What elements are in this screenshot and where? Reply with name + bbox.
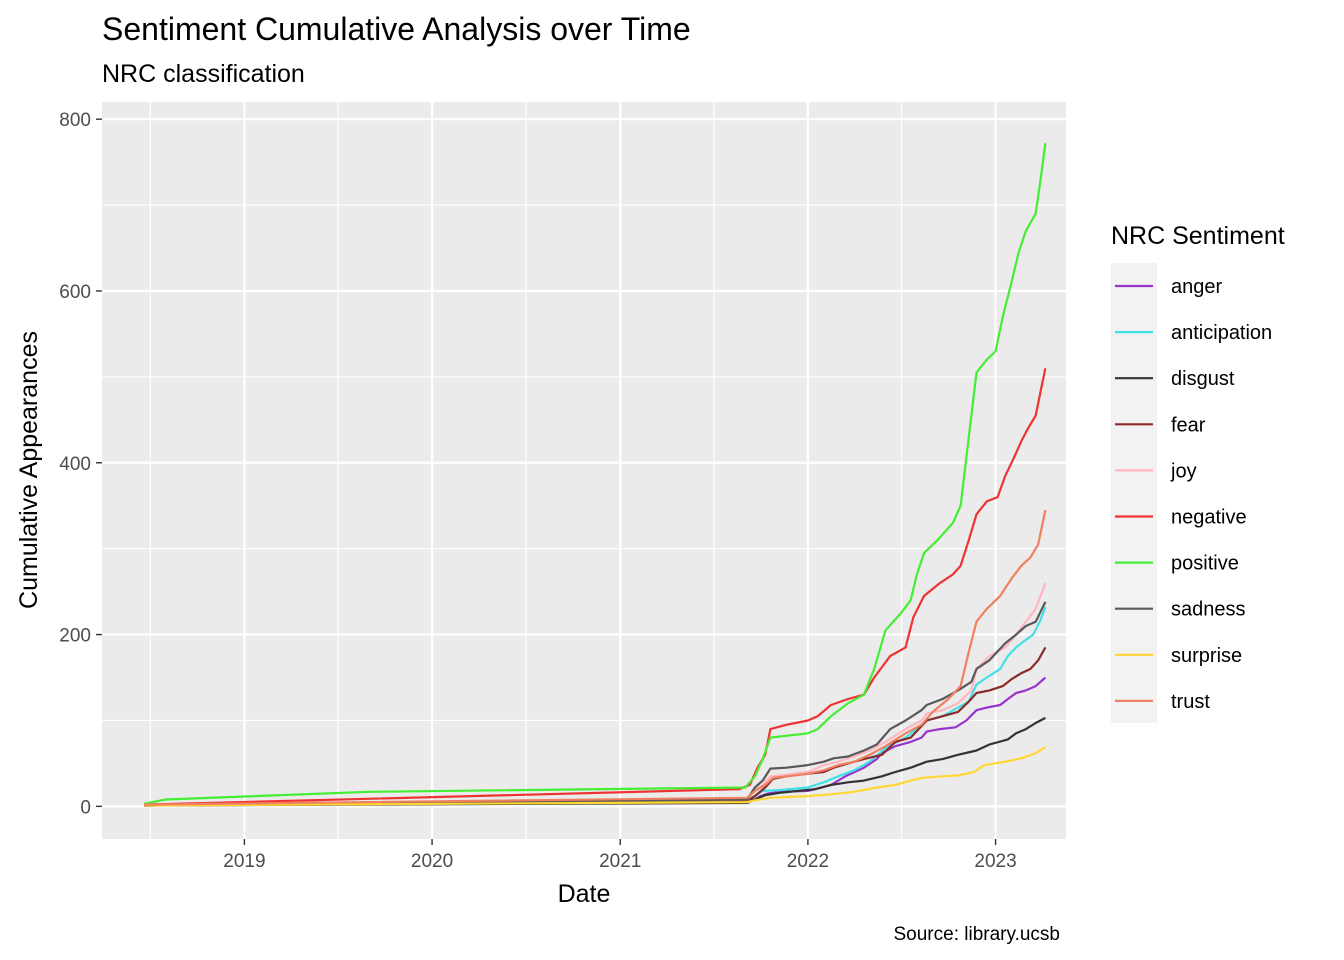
legend-label-anticipation: anticipation	[1171, 322, 1272, 344]
y-tick-label: 800	[59, 110, 91, 131]
legend: anger anticipation disgust fear joy negative p…	[1115, 276, 1272, 713]
legend-label-positive: positive	[1171, 553, 1239, 575]
x-tick-label: 2022	[787, 851, 829, 872]
series-line-disgust	[144, 716, 1046, 807]
series-line-trust	[144, 509, 1047, 806]
x-tick-label: 2020	[411, 851, 453, 872]
series-lines	[143, 143, 1047, 807]
series-line-negative	[144, 368, 1047, 806]
legend-label-sadness: sadness	[1171, 599, 1246, 621]
y-tick-label: 200	[59, 626, 91, 647]
legend-label-negative: negative	[1171, 507, 1247, 529]
series-line-surprise	[144, 746, 1046, 807]
series-line-joy	[144, 582, 1047, 806]
series-line-positive	[143, 143, 1047, 805]
series-line-anger	[144, 676, 1047, 807]
legend-label-trust: trust	[1171, 691, 1210, 713]
y-tick-label: 0	[80, 797, 91, 818]
grid-lines	[102, 102, 1066, 839]
x-axis: 2019 2020 2021 2022 2023	[223, 839, 1017, 872]
legend-label-fear: fear	[1171, 414, 1206, 436]
x-axis-title: Date	[558, 880, 611, 908]
series-line-sadness	[144, 601, 1047, 807]
legend-key-background	[1111, 263, 1157, 723]
y-tick-label: 400	[59, 454, 91, 475]
y-tick-label: 600	[59, 282, 91, 303]
legend-label-surprise: surprise	[1171, 645, 1242, 667]
x-tick-label: 2019	[223, 851, 265, 872]
legend-label-disgust: disgust	[1171, 368, 1235, 390]
x-tick-label: 2021	[599, 851, 641, 872]
caption: Source: library.ucsb	[894, 924, 1061, 945]
legend-label-anger: anger	[1171, 276, 1222, 298]
y-axis: 0 200 400 600 800	[59, 110, 102, 818]
chart-subtitle: NRC classification	[102, 60, 305, 88]
plot-panel	[102, 102, 1066, 839]
chart-title: Sentiment Cumulative Analysis over Time	[102, 11, 691, 47]
legend-label-joy: joy	[1170, 460, 1197, 482]
x-tick-label: 2023	[974, 851, 1016, 872]
legend-title: NRC Sentiment	[1111, 222, 1285, 250]
y-axis-title: Cumulative Appearances	[15, 331, 43, 609]
